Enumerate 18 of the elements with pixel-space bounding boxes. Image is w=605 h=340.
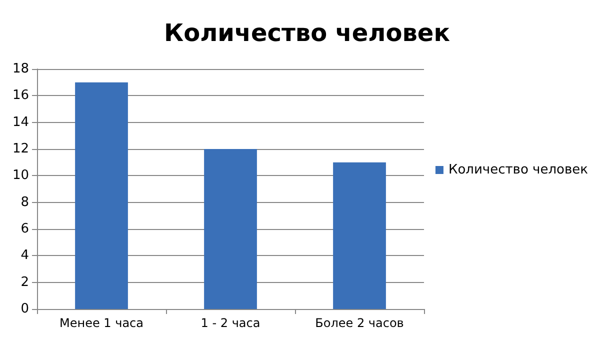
y-tick-label: 8 [20, 194, 29, 210]
x-tick-label: 1 - 2 часа [200, 316, 260, 330]
y-tick-label: 6 [20, 222, 29, 236]
y-tick-label: 4 [20, 248, 29, 264]
x-tick-label: Менее 1 часа [59, 316, 144, 330]
y-tick-label: 0 [20, 302, 29, 316]
x-tick-label: Более 2 часов [315, 316, 404, 330]
y-tick-label: 14 [12, 114, 29, 130]
bar [333, 162, 386, 309]
y-tick-label: 18 [12, 62, 29, 76]
bar [75, 82, 128, 309]
y-tick-label: 2 [20, 274, 29, 290]
y-tick-label: 10 [12, 168, 29, 184]
y-tick-label: 16 [12, 88, 29, 104]
y-tick-label: 12 [12, 142, 29, 156]
chart-title: Количество человек [164, 19, 450, 47]
legend-label: Количество человек [448, 162, 588, 178]
bar [204, 149, 257, 309]
